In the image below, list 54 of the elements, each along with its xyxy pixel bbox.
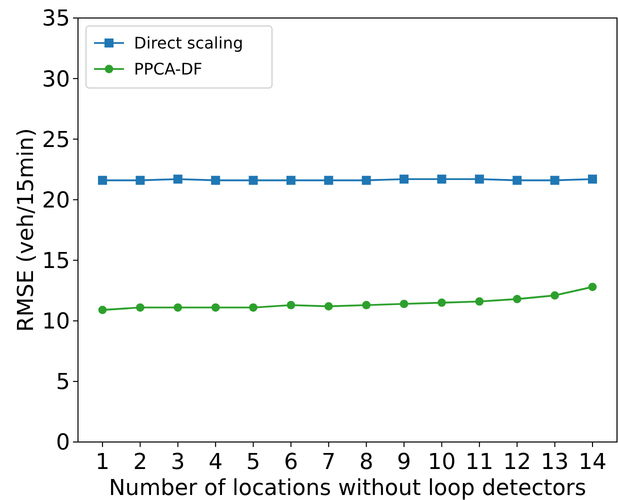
x-tick-label: 14 — [578, 450, 606, 475]
x-tick-label: 11 — [465, 450, 494, 475]
y-tick-label: 5 — [56, 370, 70, 396]
x-tick-label: 8 — [359, 450, 374, 475]
point — [98, 176, 107, 185]
point — [550, 176, 560, 185]
x-tick-label: 10 — [428, 450, 456, 475]
point — [324, 302, 333, 311]
x-tick-label: 3 — [170, 450, 185, 475]
point — [588, 174, 597, 184]
y-tick-label: 35 — [42, 6, 70, 32]
x-axis-title: Number of locations without loop detectors — [108, 476, 586, 500]
x-tick-label: 2 — [133, 450, 148, 475]
legend-label: Direct scaling — [134, 34, 244, 53]
x-tick-label: 7 — [322, 450, 336, 475]
y-tick-label: 25 — [42, 128, 70, 153]
x-tick-label: 12 — [503, 450, 532, 475]
y-tick-label: 30 — [42, 67, 70, 92]
x-tick-label: 13 — [540, 450, 569, 475]
x-tick-label: 5 — [246, 450, 260, 475]
point — [362, 300, 371, 310]
legend-label: PPCA-DF — [134, 60, 202, 79]
y-tick-label: 0 — [56, 430, 70, 456]
x-tick-label: 1 — [96, 450, 110, 475]
y-axis-title: RMSE (veh/15min) — [14, 128, 39, 332]
point — [286, 300, 296, 310]
y-tick-label: 10 — [42, 310, 70, 335]
point — [512, 294, 522, 304]
point — [248, 176, 258, 185]
point — [400, 300, 408, 308]
point — [400, 174, 409, 184]
point — [512, 176, 522, 185]
y-tick-label: 15 — [42, 248, 70, 274]
x-tick-label: 4 — [208, 450, 223, 475]
point — [211, 176, 220, 185]
y-tick-label: 20 — [42, 188, 70, 214]
point — [136, 303, 144, 312]
point — [324, 176, 334, 185]
point — [286, 176, 296, 185]
point — [136, 176, 145, 185]
x-tick-label: 9 — [397, 450, 412, 475]
point — [588, 282, 597, 292]
point — [550, 291, 560, 300]
point — [438, 298, 446, 307]
x-tick-label: 6 — [284, 450, 298, 475]
point — [249, 303, 258, 312]
point — [174, 303, 182, 312]
point — [211, 303, 220, 312]
point — [437, 174, 446, 184]
point — [173, 174, 182, 184]
point — [362, 176, 371, 185]
point — [98, 306, 107, 314]
point — [475, 297, 484, 306]
point — [474, 174, 484, 184]
